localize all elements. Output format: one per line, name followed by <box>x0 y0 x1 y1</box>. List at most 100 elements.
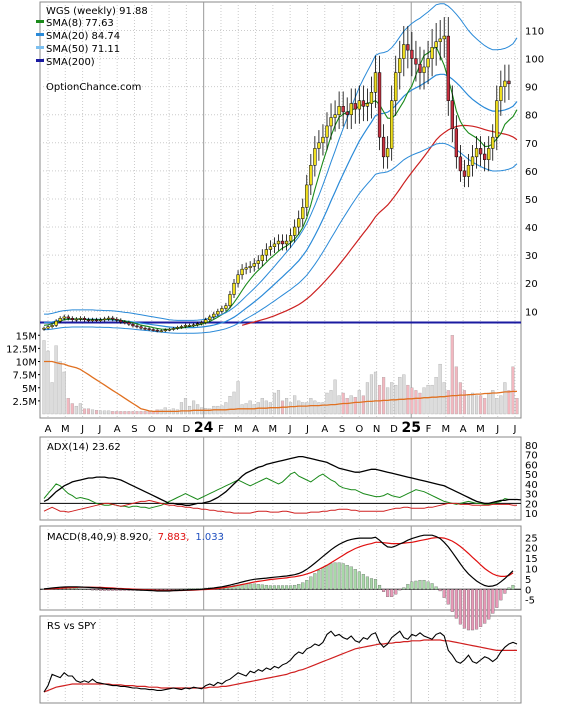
candle-body <box>268 246 273 250</box>
macd-histogram-bar <box>491 589 495 614</box>
candle-body <box>232 282 236 295</box>
x-tick-label: F <box>426 424 432 435</box>
volume-tick-label: 5M <box>22 384 37 395</box>
volume-bar <box>491 390 495 415</box>
macd-histogram-bar <box>289 585 293 590</box>
volume-bar <box>208 408 212 415</box>
volume-tick-label: 10M <box>16 358 37 369</box>
candle-body <box>402 44 406 59</box>
x-tick-label: D <box>390 424 398 435</box>
volume-bar <box>495 398 499 415</box>
volume-bar <box>462 390 466 415</box>
macd-tick-label: 25 <box>525 533 538 544</box>
candle-body <box>345 111 349 115</box>
macd-histogram-bar <box>280 585 285 590</box>
macd-histogram-bar <box>377 584 382 590</box>
volume-bar <box>475 395 479 415</box>
x-tick-label: J <box>495 424 499 435</box>
volume-bar <box>422 387 426 415</box>
volume-average-line <box>44 360 517 413</box>
x-tick-label: M <box>234 424 243 435</box>
price-frame <box>39 1 522 419</box>
price-tick-label: 30 <box>525 251 538 262</box>
macd-histogram-bar <box>103 589 107 591</box>
x-tick-label: A <box>45 424 52 435</box>
legend-swatch <box>36 20 44 23</box>
macd-histogram-bar <box>495 589 499 608</box>
volume-bar <box>499 395 503 415</box>
volume-bar <box>466 395 471 415</box>
x-tick-label: M <box>61 424 70 435</box>
macd-histogram-bar <box>325 565 329 590</box>
legend-swatch <box>36 46 44 49</box>
candle-body <box>406 44 410 51</box>
volume-bar <box>204 408 208 415</box>
volume-tick-label: 15M <box>16 331 37 342</box>
volume-bar <box>99 410 103 415</box>
candle-body <box>276 240 281 245</box>
candle-body <box>321 136 325 144</box>
macd-histogram-bar <box>329 563 333 590</box>
adx-line <box>43 455 522 506</box>
macd-histogram-bar <box>349 566 353 590</box>
macd-histogram-bar <box>418 579 422 590</box>
macd-histogram-bar <box>285 585 289 590</box>
macd-histogram-bar <box>373 579 378 590</box>
volume-bar <box>458 382 462 415</box>
macd-histogram-bar <box>276 585 281 590</box>
volume-bar <box>192 400 196 415</box>
volume-bar <box>289 402 293 415</box>
candle-body <box>139 326 143 329</box>
macd-tick-label: 0 <box>525 585 531 596</box>
candle-body <box>325 125 329 138</box>
volume-bar <box>54 345 58 415</box>
x-tick-label: S <box>339 424 345 435</box>
volume-bar <box>317 402 321 415</box>
volume-bar <box>82 408 86 415</box>
price-tick-label: 50 <box>525 195 538 206</box>
macd-histogram-bar <box>458 589 462 625</box>
macd-histogram-bar <box>260 584 264 590</box>
watermark: OptionChance.com <box>46 82 141 93</box>
price-tick-label: 100 <box>525 55 544 66</box>
macd-histogram-bar <box>345 565 349 590</box>
macd-histogram-bar <box>309 576 313 590</box>
candle-body <box>446 35 450 101</box>
candle-body <box>297 218 301 228</box>
volume-bar <box>187 405 192 415</box>
candle-body <box>119 320 123 323</box>
macd-histogram-bar <box>244 583 248 590</box>
candle-body <box>42 327 46 330</box>
macd-histogram-bar <box>264 584 268 590</box>
candle-body <box>454 128 459 158</box>
candle-body <box>208 316 212 320</box>
candle-body <box>373 72 378 93</box>
candle-body <box>288 235 293 242</box>
volume-bar <box>349 395 353 415</box>
sma50-line <box>241 124 518 326</box>
legend-entry: SMA(20) 84.74 <box>46 31 120 42</box>
adx-tick-label: 40 <box>525 480 538 491</box>
sma8-line <box>43 45 518 330</box>
rs-panel <box>43 630 518 693</box>
candle-body <box>478 148 483 155</box>
macd-histogram-bar <box>414 580 418 590</box>
macd-histogram-bar <box>74 587 78 590</box>
volume-bar <box>369 374 374 415</box>
candle-body <box>309 165 313 186</box>
macd-histogram-bar <box>228 585 232 590</box>
macd-histogram-bar <box>499 589 503 601</box>
rs-title: RS vs SPY <box>47 621 97 632</box>
volume-bar <box>414 390 418 415</box>
macd-tick-label: 15 <box>525 554 538 565</box>
volume-bar <box>402 374 406 415</box>
volume-tick-label: 7.5M <box>12 371 37 382</box>
candle-body <box>70 318 74 320</box>
price-tick-label: 10 <box>525 307 538 318</box>
volume-tick-label: 2.5M <box>12 397 37 408</box>
volume-bar <box>62 371 66 415</box>
legend-entry: SMA(8) 77.63 <box>46 18 114 29</box>
candle-body <box>183 325 188 327</box>
macd-histogram-bar <box>232 584 236 590</box>
